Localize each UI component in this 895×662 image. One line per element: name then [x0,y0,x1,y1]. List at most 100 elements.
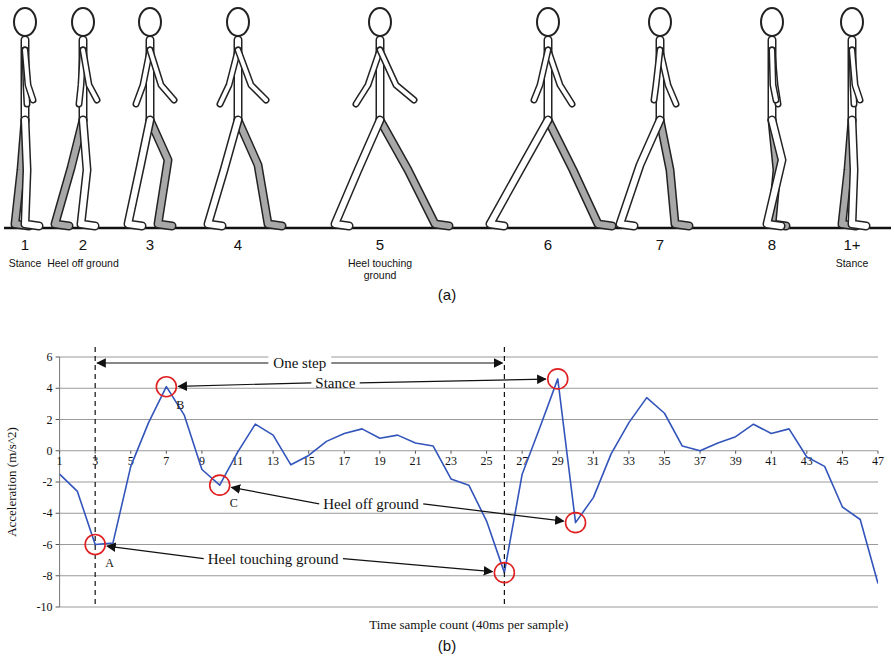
x-tick-label: 25 [481,454,493,468]
front-leg-outline [767,120,782,226]
front-leg [81,120,95,226]
head [139,8,161,36]
x-tick-label: 21 [409,454,421,468]
arm-outline [83,50,97,100]
y-tick [56,419,60,420]
highlight-circle [494,563,514,583]
phase-number: 5 [376,236,384,253]
step-boundary [504,347,505,607]
back-leg-outline [380,120,449,226]
torso [769,40,775,120]
arm [772,50,778,104]
highlight-circle [566,513,586,533]
text-line: Stance [9,257,42,269]
arm-outline [852,50,860,100]
arm [654,50,660,100]
x-tick-label: 29 [552,454,564,468]
arm [150,50,174,100]
phase-number: 4 [234,236,242,253]
phase-number: 1+ [843,236,860,253]
x-tick-label: 33 [623,454,635,468]
head [537,8,559,36]
text-line: ground [364,269,397,281]
back-leg-outline [150,120,172,226]
back-leg-outline [548,120,612,226]
grid [56,357,878,607]
y-tick-label: -2 [43,475,53,489]
arm-outline [772,50,776,100]
head [14,8,36,36]
grid-line [60,607,878,608]
step-boundary [95,347,96,607]
arm [220,50,238,104]
annotation-text: Stance [315,375,355,391]
walker [620,8,689,226]
arm [83,50,97,100]
y-tick [56,544,60,545]
grid-line [60,513,878,514]
torso-outline [768,40,777,120]
x-tick-label: 37 [694,454,706,468]
arm [548,50,572,104]
acceleration-line [60,379,878,584]
x-tick-label: 47 [872,454,884,468]
y-tick [56,357,60,358]
front-leg-outline [490,120,548,226]
back-leg [150,120,172,226]
walker [761,8,786,226]
x-tick-label: 7 [163,454,169,468]
annotation-text: Heel off ground [323,496,419,512]
point-label: C [230,496,238,510]
front-leg-outline [852,120,866,226]
x-tick-label: 19 [374,454,386,468]
walker [335,8,449,226]
annotation-arrow [423,504,563,521]
back-leg [548,120,612,226]
arm-outline [380,50,414,100]
head [227,8,249,36]
phase-number: 8 [768,236,776,253]
arm [238,50,266,100]
phase-note: Heel touchingground [348,257,412,281]
annotation-texts: One stepStanceBHeel off groundCHeel touc… [105,354,419,570]
y-tick [56,388,60,389]
annotation-background [268,354,331,372]
y-tick [56,513,60,514]
arm-outline [654,50,660,100]
head [369,8,391,36]
annotation-arrow [360,379,546,383]
phase-note: Heel off ground [47,257,119,269]
walker [208,8,282,226]
walker [128,8,174,226]
text-line: Heel off ground [47,257,119,269]
y-tick [56,607,60,608]
arm-outline [25,50,33,100]
arm-outline [548,50,572,104]
front-leg [490,120,548,226]
phase-number: 6 [544,236,552,253]
x-tick-label: 23 [445,454,457,468]
front-leg [767,120,782,226]
back-leg-outline [660,120,689,226]
x-tick-label: 31 [587,454,599,468]
phase-number: 1 [21,236,29,253]
phase-number: 2 [79,236,87,253]
arm [534,50,548,100]
annotations [85,347,585,607]
arm-outline [220,50,238,104]
y-tick-label: 2 [47,413,53,427]
x-axis-title: Time sample count (40ms per sample) [369,617,568,632]
walker [490,8,612,226]
head [72,8,94,36]
walker [841,8,866,226]
grid-line [60,575,878,576]
y-tick-label: 6 [47,350,53,364]
front-leg [335,120,380,226]
x-tick-label: 1 [57,454,63,468]
front-leg [852,120,866,226]
y-tick-label: -6 [43,538,53,552]
front-leg [25,120,39,226]
annotation-arrow [343,559,492,572]
x-tick-label: 41 [765,454,777,468]
front-leg-outline [208,120,238,226]
